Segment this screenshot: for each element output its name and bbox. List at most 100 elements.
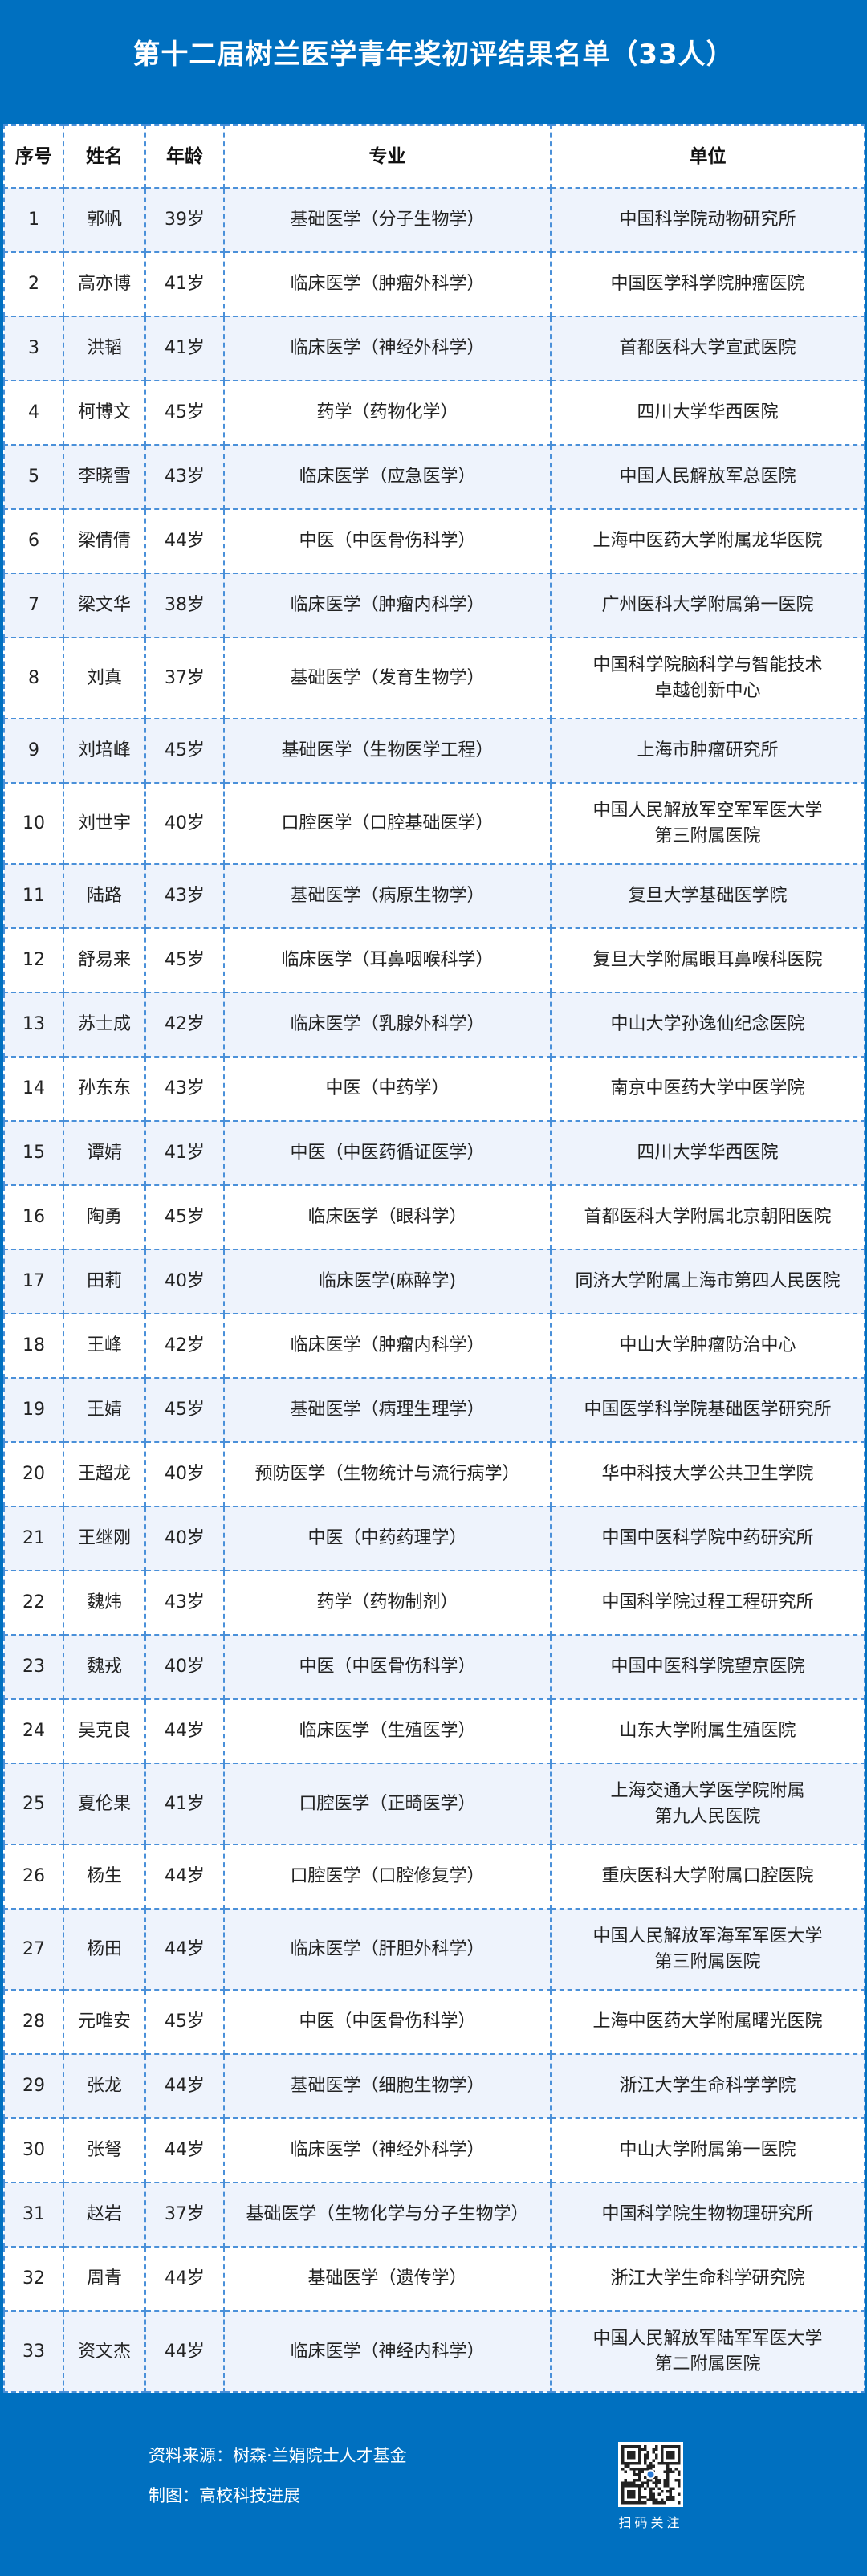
table-header: 序号 姓名 年龄 专业 单位 — [3, 124, 865, 189]
cell-major: 临床医学（神经外科学） — [223, 2117, 552, 2183]
cell-major: 基础医学（遗传学） — [223, 2246, 552, 2312]
cell-name: 魏戎 — [63, 1634, 146, 1700]
cell-seq: 10 — [3, 782, 64, 865]
cell-major: 临床医学（乳腺外科学） — [223, 992, 552, 1058]
table-row: 12 舒易来 45岁 临床医学（耳鼻咽喉科学） 复旦大学附属眼耳鼻喉科医院 — [3, 927, 865, 993]
cell-seq: 32 — [3, 2246, 64, 2312]
cell-name: 高亦博 — [63, 251, 146, 317]
table-row: 1 郭帆 39岁 基础医学（分子生物学） 中国科学院动物研究所 — [3, 187, 865, 253]
cell-major: 临床医学（生殖医学） — [223, 1698, 552, 1764]
cell-seq: 9 — [3, 718, 64, 784]
cell-unit: 四川大学华西医院 — [550, 380, 865, 446]
cell-major: 中医（中药学） — [223, 1056, 552, 1122]
cell-major: 药学（药物制剂） — [223, 1570, 552, 1636]
cell-unit: 首都医科大学宣武医院 — [550, 316, 865, 381]
source-text: 资料来源：树森·兰娟院士人才基金 — [149, 2446, 407, 2465]
cell-name: 赵岩 — [63, 2182, 146, 2248]
table-row: 22 魏炜 43岁 药学（药物制剂） 中国科学院过程工程研究所 — [3, 1570, 865, 1636]
cell-major: 临床医学（眼科学） — [223, 1184, 552, 1250]
table-row: 9 刘培峰 45岁 基础医学（生物医学工程） 上海市肿瘤研究所 — [3, 718, 865, 784]
cell-major: 基础医学（细胞生物学） — [223, 2053, 552, 2119]
header-major: 专业 — [223, 124, 552, 189]
cell-age: 43岁 — [144, 1570, 225, 1636]
cell-major: 中医（中药药理学） — [223, 1506, 552, 1571]
cell-name: 刘真 — [63, 637, 146, 719]
cell-seq: 11 — [3, 863, 64, 929]
cell-unit: 重庆医科大学附属口腔医院 — [550, 1844, 865, 1910]
cell-age: 45岁 — [144, 927, 225, 993]
page-title: 第十二届树兰医学青年奖初评结果名单（33人） — [132, 39, 735, 71]
cell-unit: 中山大学肿瘤防治中心 — [550, 1313, 865, 1379]
cell-seq: 13 — [3, 992, 64, 1058]
cell-name: 张龙 — [63, 2053, 146, 2119]
cell-seq: 29 — [3, 2053, 64, 2119]
cell-name: 杨田 — [63, 1908, 146, 1991]
cell-unit: 中国人民解放军总医院 — [550, 444, 865, 510]
cell-unit: 复旦大学基础医学院 — [550, 863, 865, 929]
cell-age: 44岁 — [144, 1844, 225, 1910]
cell-seq: 24 — [3, 1698, 64, 1764]
cell-seq: 31 — [3, 2182, 64, 2248]
cell-seq: 7 — [3, 573, 64, 638]
cell-name: 张弩 — [63, 2117, 146, 2183]
cell-seq: 19 — [3, 1377, 64, 1443]
header-seq: 序号 — [3, 124, 64, 189]
table-row: 24 吴克良 44岁 临床医学（生殖医学） 山东大学附属生殖医院 — [3, 1698, 865, 1764]
cell-name: 王峰 — [63, 1313, 146, 1379]
cell-age: 37岁 — [144, 2182, 225, 2248]
cell-major: 中医（中医骨伤科学） — [223, 508, 552, 574]
table-row: 25 夏伦果 41岁 口腔医学（正畸医学） 上海交通大学医学院附属 第九人民医院 — [3, 1763, 865, 1845]
table-row: 23 魏戎 40岁 中医（中医骨伤科学） 中国中医科学院望京医院 — [3, 1634, 865, 1700]
cell-age: 38岁 — [144, 573, 225, 638]
cell-name: 陶勇 — [63, 1184, 146, 1250]
cell-unit: 山东大学附属生殖医院 — [550, 1698, 865, 1764]
cell-unit: 浙江大学生命科学学院 — [550, 2053, 865, 2119]
cell-unit: 中国科学院脑科学与智能技术 卓越创新中心 — [550, 637, 865, 719]
cell-seq: 16 — [3, 1184, 64, 1250]
cell-unit: 复旦大学附属眼耳鼻喉科医院 — [550, 927, 865, 993]
cell-unit: 中国人民解放军陆军军医大学 第二附属医院 — [550, 2310, 865, 2393]
cell-unit: 中国科学院生物物理研究所 — [550, 2182, 865, 2248]
cell-age: 42岁 — [144, 1313, 225, 1379]
cell-name: 王继刚 — [63, 1506, 146, 1571]
cell-name: 梁文华 — [63, 573, 146, 638]
table-row: 11 陆路 43岁 基础医学（病原生物学） 复旦大学基础医学院 — [3, 863, 865, 929]
cell-name: 周青 — [63, 2246, 146, 2312]
table-row: 15 谭婧 41岁 中医（中医药循证医学） 四川大学华西医院 — [3, 1120, 865, 1186]
cell-major: 临床医学（耳鼻咽喉科学） — [223, 927, 552, 993]
cell-major: 预防医学（生物统计与流行病学） — [223, 1441, 552, 1507]
cell-name: 苏士成 — [63, 992, 146, 1058]
cell-age: 45岁 — [144, 1184, 225, 1250]
cell-name: 王婧 — [63, 1377, 146, 1443]
cell-major: 药学（药物化学） — [223, 380, 552, 446]
cell-unit: 同济大学附属上海市第四人民医院 — [550, 1249, 865, 1314]
table-row: 19 王婧 45岁 基础医学（病理生理学） 中国医学科学院基础医学研究所 — [3, 1377, 865, 1443]
cell-name: 刘世宇 — [63, 782, 146, 865]
cell-seq: 27 — [3, 1908, 64, 1991]
cell-major: 中医（中医骨伤科学） — [223, 1989, 552, 2055]
cell-major: 临床医学（肝胆外科学） — [223, 1908, 552, 1991]
cell-seq: 12 — [3, 927, 64, 993]
cell-major: 临床医学（应急医学） — [223, 444, 552, 510]
cell-major: 基础医学（病原生物学） — [223, 863, 552, 929]
cell-major: 口腔医学（口腔基础医学） — [223, 782, 552, 865]
cell-major: 基础医学（生物化学与分子生物学） — [223, 2182, 552, 2248]
cell-seq: 3 — [3, 316, 64, 381]
cell-age: 45岁 — [144, 718, 225, 784]
cell-name: 田莉 — [63, 1249, 146, 1314]
cell-age: 41岁 — [144, 1120, 225, 1186]
cell-seq: 5 — [3, 444, 64, 510]
cell-seq: 30 — [3, 2117, 64, 2183]
cell-major: 临床医学（肿瘤外科学） — [223, 251, 552, 317]
table-row: 10 刘世宇 40岁 口腔医学（口腔基础医学） 中国人民解放军空军军医大学 第三附属医院 — [3, 782, 865, 865]
cell-major: 临床医学（肿瘤内科学） — [223, 573, 552, 638]
table-row: 16 陶勇 45岁 临床医学（眼科学） 首都医科大学附属北京朝阳医院 — [3, 1184, 865, 1250]
table-row: 21 王继刚 40岁 中医（中药药理学） 中国中医科学院中药研究所 — [3, 1506, 865, 1571]
cell-name: 资文杰 — [63, 2310, 146, 2393]
table-row: 18 王峰 42岁 临床医学（肿瘤内科学） 中山大学肿瘤防治中心 — [3, 1313, 865, 1379]
table-row: 3 洪韬 41岁 临床医学（神经外科学） 首都医科大学宣武医院 — [3, 316, 865, 381]
cell-unit: 中国医学科学院基础医学研究所 — [550, 1377, 865, 1443]
cell-unit: 上海中医药大学附属曙光医院 — [550, 1989, 865, 2055]
cell-unit: 南京中医药大学中医学院 — [550, 1056, 865, 1122]
cell-unit: 广州医科大学附属第一医院 — [550, 573, 865, 638]
